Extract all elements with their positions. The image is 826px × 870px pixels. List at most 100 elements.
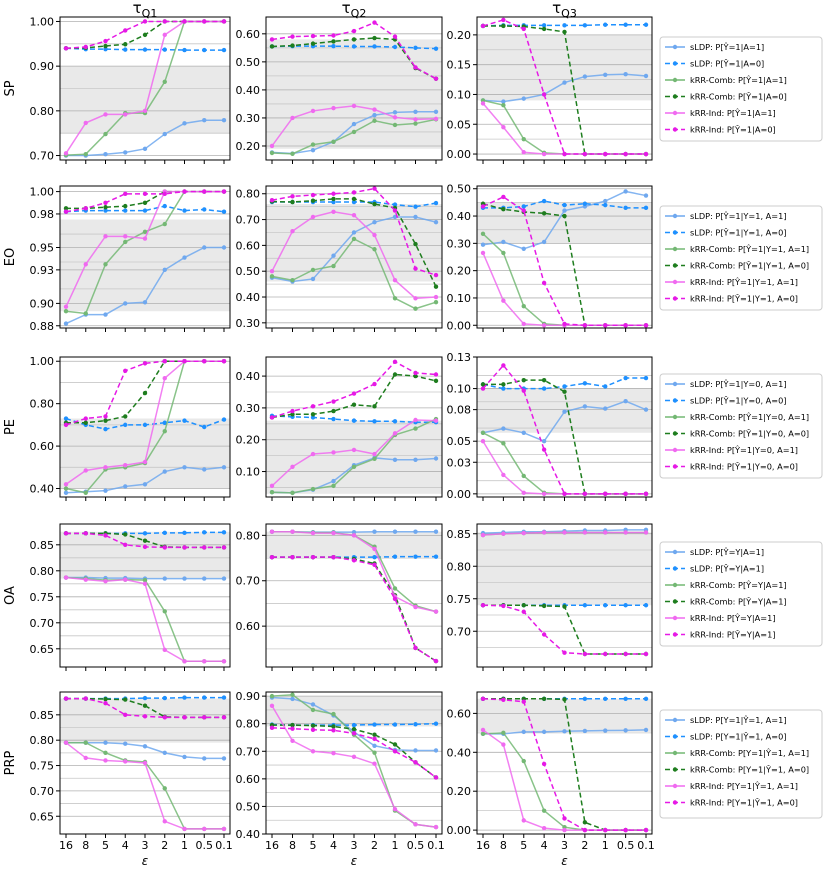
panel-prp-3: 0.00 0.20 0.40 0.60 16 8 5 4 3 2 1 0.5 0.1 ε <box>447 691 655 868</box>
y-tick-label: 0.80 <box>236 718 261 731</box>
y-tick-label: 0.60 <box>236 28 261 41</box>
legend-marker <box>672 431 678 436</box>
data-point <box>501 239 506 245</box>
x-axis-label: ε <box>142 854 149 868</box>
y-tick-label: 0.40 <box>236 370 261 383</box>
data-point <box>623 189 628 194</box>
data-point <box>433 418 439 423</box>
data-point <box>290 464 295 469</box>
data-point <box>103 208 108 213</box>
data-point <box>501 472 506 478</box>
data-point <box>623 72 628 77</box>
data-point <box>480 101 486 106</box>
data-point <box>162 545 167 550</box>
data-point <box>290 696 295 702</box>
data-point <box>521 758 526 764</box>
x-tick-label: 2 <box>371 839 378 852</box>
data-point <box>103 533 108 538</box>
data-point <box>351 121 357 127</box>
data-point <box>643 323 649 328</box>
data-point <box>83 755 88 761</box>
data-point <box>269 725 275 731</box>
data-point <box>162 576 167 581</box>
row-eo: EO0.880.900.930.950.981.000.300.400.500.… <box>3 183 823 333</box>
data-point <box>372 761 377 766</box>
data-point <box>372 562 377 568</box>
y-tick-label: 0.00 <box>447 824 472 837</box>
data-point <box>83 120 88 126</box>
y-tick-label: 0.20 <box>447 29 472 42</box>
data-point <box>501 742 506 747</box>
data-point <box>501 603 506 609</box>
data-point <box>521 603 526 608</box>
data-point <box>182 576 187 581</box>
panel-oa-3: 0.70 0.75 0.80 0.85 <box>447 523 653 671</box>
data-point <box>123 42 128 47</box>
data-point <box>202 118 207 123</box>
legend-entry: sLDP: P[Ŷ=Y|A=1] <box>690 546 764 557</box>
legend-marker <box>672 94 678 99</box>
data-point <box>142 108 148 114</box>
y-tick-label: 0.30 <box>236 112 261 125</box>
data-point <box>290 490 295 496</box>
data-point <box>501 207 506 212</box>
data-point <box>603 603 608 608</box>
data-point <box>103 414 108 419</box>
y-tick-label: 0.70 <box>236 745 261 758</box>
data-point <box>162 131 167 137</box>
data-point <box>351 103 357 109</box>
data-point <box>221 715 227 720</box>
data-point <box>392 359 398 364</box>
data-point <box>541 198 547 204</box>
data-point <box>182 19 187 24</box>
data-point <box>521 26 526 32</box>
data-point <box>123 577 128 582</box>
row-label: OA <box>3 586 18 605</box>
data-point <box>331 728 336 733</box>
data-point <box>413 373 418 379</box>
data-point <box>413 214 418 220</box>
y-tick-label: 0.10 <box>447 383 472 396</box>
data-point <box>392 554 398 559</box>
legend-marker <box>672 767 678 772</box>
data-point <box>372 404 377 409</box>
y-tick-label: 0.88 <box>30 320 55 333</box>
data-point <box>413 117 418 122</box>
data-point <box>521 818 526 823</box>
data-point <box>142 300 148 305</box>
data-point <box>142 538 148 543</box>
y-tick-label: 0.70 <box>30 785 55 798</box>
data-point <box>643 151 649 157</box>
data-point <box>623 491 628 497</box>
data-point <box>603 728 608 733</box>
legend-entry: kRR-Ind: P[Ŷ=Y|A=1] <box>690 612 776 623</box>
data-point <box>372 419 377 424</box>
data-point <box>123 208 128 213</box>
data-point <box>182 826 187 832</box>
data-point <box>562 409 567 414</box>
data-point <box>162 609 167 614</box>
data-point <box>182 121 187 126</box>
panel-prp-1: 0.65 0.70 0.75 0.80 0.85 16 8 5 4 3 2 1 0.5 0.1 ε <box>30 691 233 868</box>
y-tick-label: 0.60 <box>447 707 472 720</box>
data-point <box>541 439 547 444</box>
data-point <box>582 651 588 657</box>
legend-marker <box>672 783 678 789</box>
data-point <box>501 386 506 391</box>
series-line-ind0 <box>271 360 437 419</box>
data-point <box>521 490 526 495</box>
y-tick-label: 0.60 <box>236 239 261 252</box>
data-point <box>541 761 547 767</box>
data-point <box>142 32 148 38</box>
x-tick-label: 5 <box>520 839 527 852</box>
data-point <box>623 603 628 608</box>
data-point <box>142 361 148 366</box>
x-tick-label: 0.5 <box>407 839 425 852</box>
y-tick-label: 0.40 <box>236 291 261 304</box>
data-point <box>331 408 336 414</box>
y-tick-label: 0.20 <box>236 434 261 447</box>
data-point <box>331 530 336 536</box>
y-tick-label: 0.80 <box>236 529 261 542</box>
data-point <box>123 414 128 419</box>
y-tick-label: 0.20 <box>447 785 472 798</box>
